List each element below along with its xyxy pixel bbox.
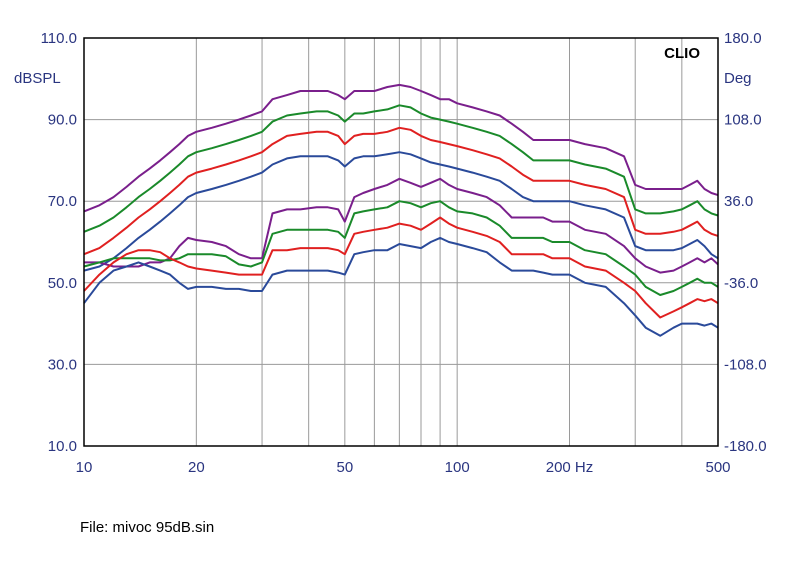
left-tick-label: 30.0 [48,356,77,373]
bottom-tick-label: 10 [76,459,93,476]
grid-lines [84,38,718,446]
bottom-tick-label: 200 Hz [546,459,594,476]
frequency-response-chart: 110.0 90.0 70.0 50.0 30.0 10.0 180.0 108.0 36.0 -… [14,30,767,476]
series-curve-3 [83,126,719,256]
file-info: File: mivoc 95dB.sin [80,519,214,536]
right-tick-label: -180.0 [724,438,767,455]
left-tick-label: 10.0 [48,438,77,455]
left-axis-unit: dBSPL [14,70,61,87]
left-tick-label: 70.0 [48,193,77,210]
right-tick-label: 180.0 [724,30,762,47]
file-name: mivoc 95dB.sin [112,519,215,536]
series-curve-4 [83,151,719,272]
tick-labels: 110.0 90.0 70.0 50.0 30.0 10.0 180.0 108.0 36.0 -… [41,30,767,476]
right-tick-label: 108.0 [724,112,762,129]
series-curve-2 [83,104,719,233]
bottom-tick-label: 50 [336,459,353,476]
left-tick-label: 50.0 [48,275,77,292]
clio-brand-label: CLIO [664,45,700,62]
series-curve-5 [84,177,719,274]
bottom-tick-label: 500 [705,459,730,476]
left-tick-label: 90.0 [48,112,77,129]
series-curve-7 [83,216,719,319]
series-curves [83,83,719,337]
left-tick-label: 110.0 [41,30,77,47]
right-tick-label: 36.0 [724,193,753,210]
series-curve-8 [83,236,719,337]
series-curve-1 [83,83,719,213]
right-tick-label: -36.0 [724,275,758,292]
right-tick-label: -108.0 [724,356,767,373]
file-label: File: [80,519,109,536]
plot-frame [83,37,719,447]
bottom-tick-label: 20 [188,459,205,476]
series-curve-6 [83,200,719,296]
right-axis-unit: Deg [724,70,752,87]
bottom-tick-label: 100 [445,459,470,476]
